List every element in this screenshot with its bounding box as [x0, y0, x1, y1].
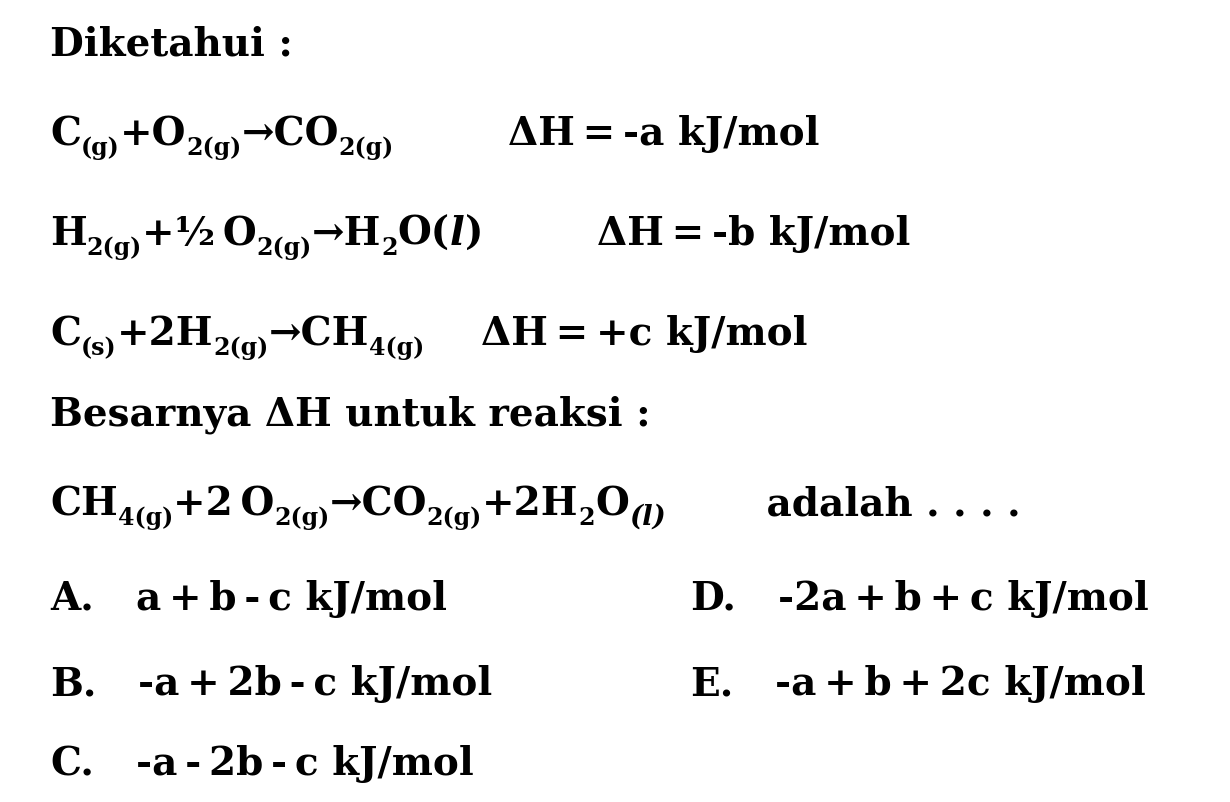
Text: ΔH = +c kJ/mol: ΔH = +c kJ/mol — [454, 314, 808, 353]
Text: l: l — [450, 215, 465, 253]
Text: adalah . . . .: adalah . . . . — [726, 484, 1020, 522]
Text: +2H: +2H — [117, 314, 213, 353]
Text: -a + 2b - c kJ/mol: -a + 2b - c kJ/mol — [112, 664, 493, 702]
Text: Diketahui :: Diketahui : — [50, 25, 293, 63]
Text: -a + b + 2c kJ/mol: -a + b + 2c kJ/mol — [748, 664, 1146, 702]
Text: 2(g): 2(g) — [87, 236, 141, 260]
Text: (s): (s) — [81, 335, 117, 359]
Text: 2(g): 2(g) — [186, 136, 241, 160]
Text: O(: O( — [397, 215, 450, 253]
Text: ΔH = -b kJ/mol: ΔH = -b kJ/mol — [544, 215, 910, 253]
Text: →H: →H — [312, 215, 381, 253]
Text: +½ O: +½ O — [141, 215, 257, 253]
Text: C.: C. — [50, 744, 93, 782]
Text: a + b - c kJ/mol: a + b - c kJ/mol — [108, 579, 446, 618]
Text: E.: E. — [690, 664, 733, 702]
Text: -a - 2b - c kJ/mol: -a - 2b - c kJ/mol — [109, 744, 474, 782]
Text: ΔH = -a kJ/mol: ΔH = -a kJ/mol — [454, 115, 819, 153]
Text: +O: +O — [119, 115, 186, 153]
Text: CH: CH — [50, 484, 118, 522]
Text: 4(g): 4(g) — [369, 335, 424, 359]
Text: B.: B. — [50, 664, 96, 702]
Text: →CO: →CO — [330, 484, 427, 522]
Text: (g): (g) — [81, 136, 119, 160]
Text: D.: D. — [690, 579, 736, 618]
Text: -2a + b + c kJ/mol: -2a + b + c kJ/mol — [750, 579, 1149, 618]
Text: 2: 2 — [381, 236, 397, 260]
Text: A.: A. — [50, 579, 93, 618]
Text: 2(g): 2(g) — [274, 505, 330, 529]
Text: +2 O: +2 O — [173, 484, 274, 522]
Text: (l): (l) — [629, 504, 665, 530]
Text: →CO: →CO — [241, 115, 338, 153]
Text: 2(g): 2(g) — [338, 136, 394, 160]
Text: +2H: +2H — [482, 484, 578, 522]
Text: O: O — [595, 484, 629, 522]
Text: 2(g): 2(g) — [427, 505, 482, 529]
Text: C: C — [50, 115, 81, 153]
Text: →CH: →CH — [268, 314, 369, 353]
Text: 2(g): 2(g) — [257, 236, 312, 260]
Text: 2: 2 — [578, 505, 595, 529]
Text: C: C — [50, 314, 81, 353]
Text: ): ) — [465, 215, 483, 253]
Text: H: H — [50, 215, 87, 253]
Text: 4(g): 4(g) — [118, 505, 173, 529]
Text: Besarnya ΔH untuk reaksi :: Besarnya ΔH untuk reaksi : — [50, 395, 651, 433]
Text: 2(g): 2(g) — [213, 335, 268, 359]
